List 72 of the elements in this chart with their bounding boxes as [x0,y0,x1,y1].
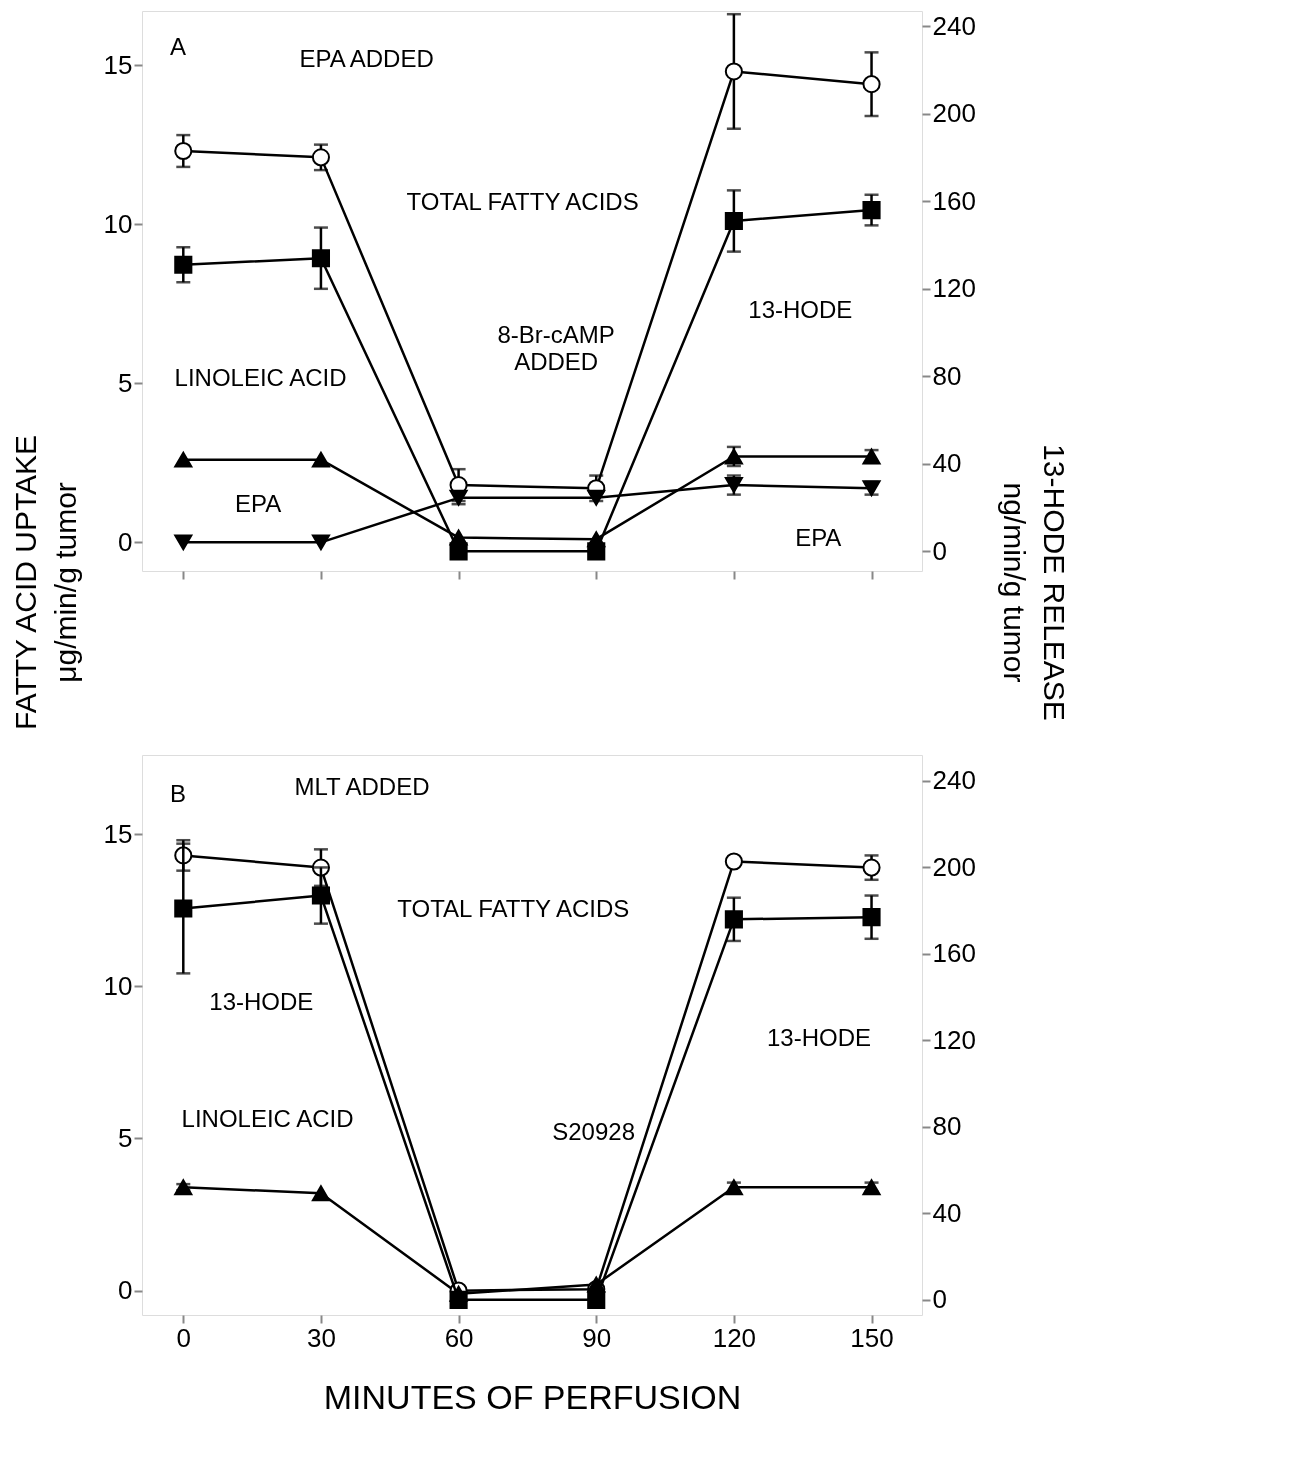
y-tick-label: 15 [103,818,133,849]
annotation: EPA ADDED [299,45,434,73]
x-tick-label: 150 [850,1322,894,1353]
point [724,852,743,871]
point [449,542,468,561]
annotation: EPA [795,523,842,551]
y2-tick-label: 0 [932,1284,947,1315]
annotation: S20928 [552,1118,635,1145]
point [449,489,468,506]
annotation: 8-Br-cAMP [497,320,615,348]
annotation: TOTAL FATTY ACIDS [406,187,639,215]
point [311,1185,330,1202]
y2-tick-label: 160 [932,185,976,216]
point [724,62,743,81]
annotation: ADDED [514,348,599,376]
x-tick-label: 120 [712,1322,757,1353]
annotation: A [169,32,186,60]
annotation: 13-HODE [767,1024,872,1052]
annotation: LINOLEIC ACID [181,1105,354,1133]
annotation: 13-HODE [209,988,314,1016]
annotation: 13-HODE [748,296,853,324]
y2-tick-label: 160 [932,938,976,969]
y-tick-label: 5 [118,367,133,398]
point [174,534,193,551]
x-tick-label: 60 [444,1322,474,1353]
y2-tick-label: 80 [932,1111,962,1142]
y2-tick-label: 200 [932,98,976,129]
y-tick-label: 0 [118,1275,133,1306]
annotation: EPA [235,489,282,517]
annotation: B [169,779,186,807]
y2-tick-label: 40 [932,448,962,479]
point [174,141,193,161]
point [587,489,606,506]
y2-tick-label: 80 [932,360,962,391]
y2-tick-label: 40 [932,1197,962,1228]
y2-tick-label: 240 [932,10,976,41]
point [311,534,330,551]
point [449,1290,468,1309]
x-tick-label: 30 [306,1322,336,1353]
x-tick-label: 90 [582,1322,612,1353]
point [587,542,606,561]
point [174,451,193,468]
point [311,148,330,167]
point [311,249,330,268]
point [862,908,881,927]
y-tick-label: 5 [118,1122,133,1153]
annotation: MLT ADDED [294,773,430,801]
y2-tick-label: 0 [932,535,947,566]
y-tick-label: 0 [118,526,133,557]
point [311,886,330,905]
y-tick-label: 10 [103,208,133,239]
y2-axis-title: 13-HODE RELEASE ng/min/g tumor [997,444,1071,721]
point [862,201,881,220]
x-axis-title: MINUTES OF PERFUSION [323,1377,742,1416]
point [862,75,881,94]
point [174,899,193,918]
y2-tick-label: 240 [932,765,976,796]
point [862,858,881,877]
point [587,1290,606,1309]
x-tick-label: 0 [176,1322,192,1353]
point [311,451,330,468]
y-axis-title: FATTY ACID UPTAKE μg/min/g tumor [8,434,82,731]
y2-tick-label: 200 [932,851,976,882]
y2-tick-label: 120 [932,1024,976,1055]
point [724,211,743,231]
annotation: LINOLEIC ACID [174,364,347,392]
point [174,255,193,274]
point [724,910,743,929]
y-tick-label: 15 [103,49,133,80]
annotation: TOTAL FATTY ACIDS [397,894,630,922]
y2-tick-label: 120 [932,273,976,304]
y-tick-label: 10 [103,970,133,1001]
